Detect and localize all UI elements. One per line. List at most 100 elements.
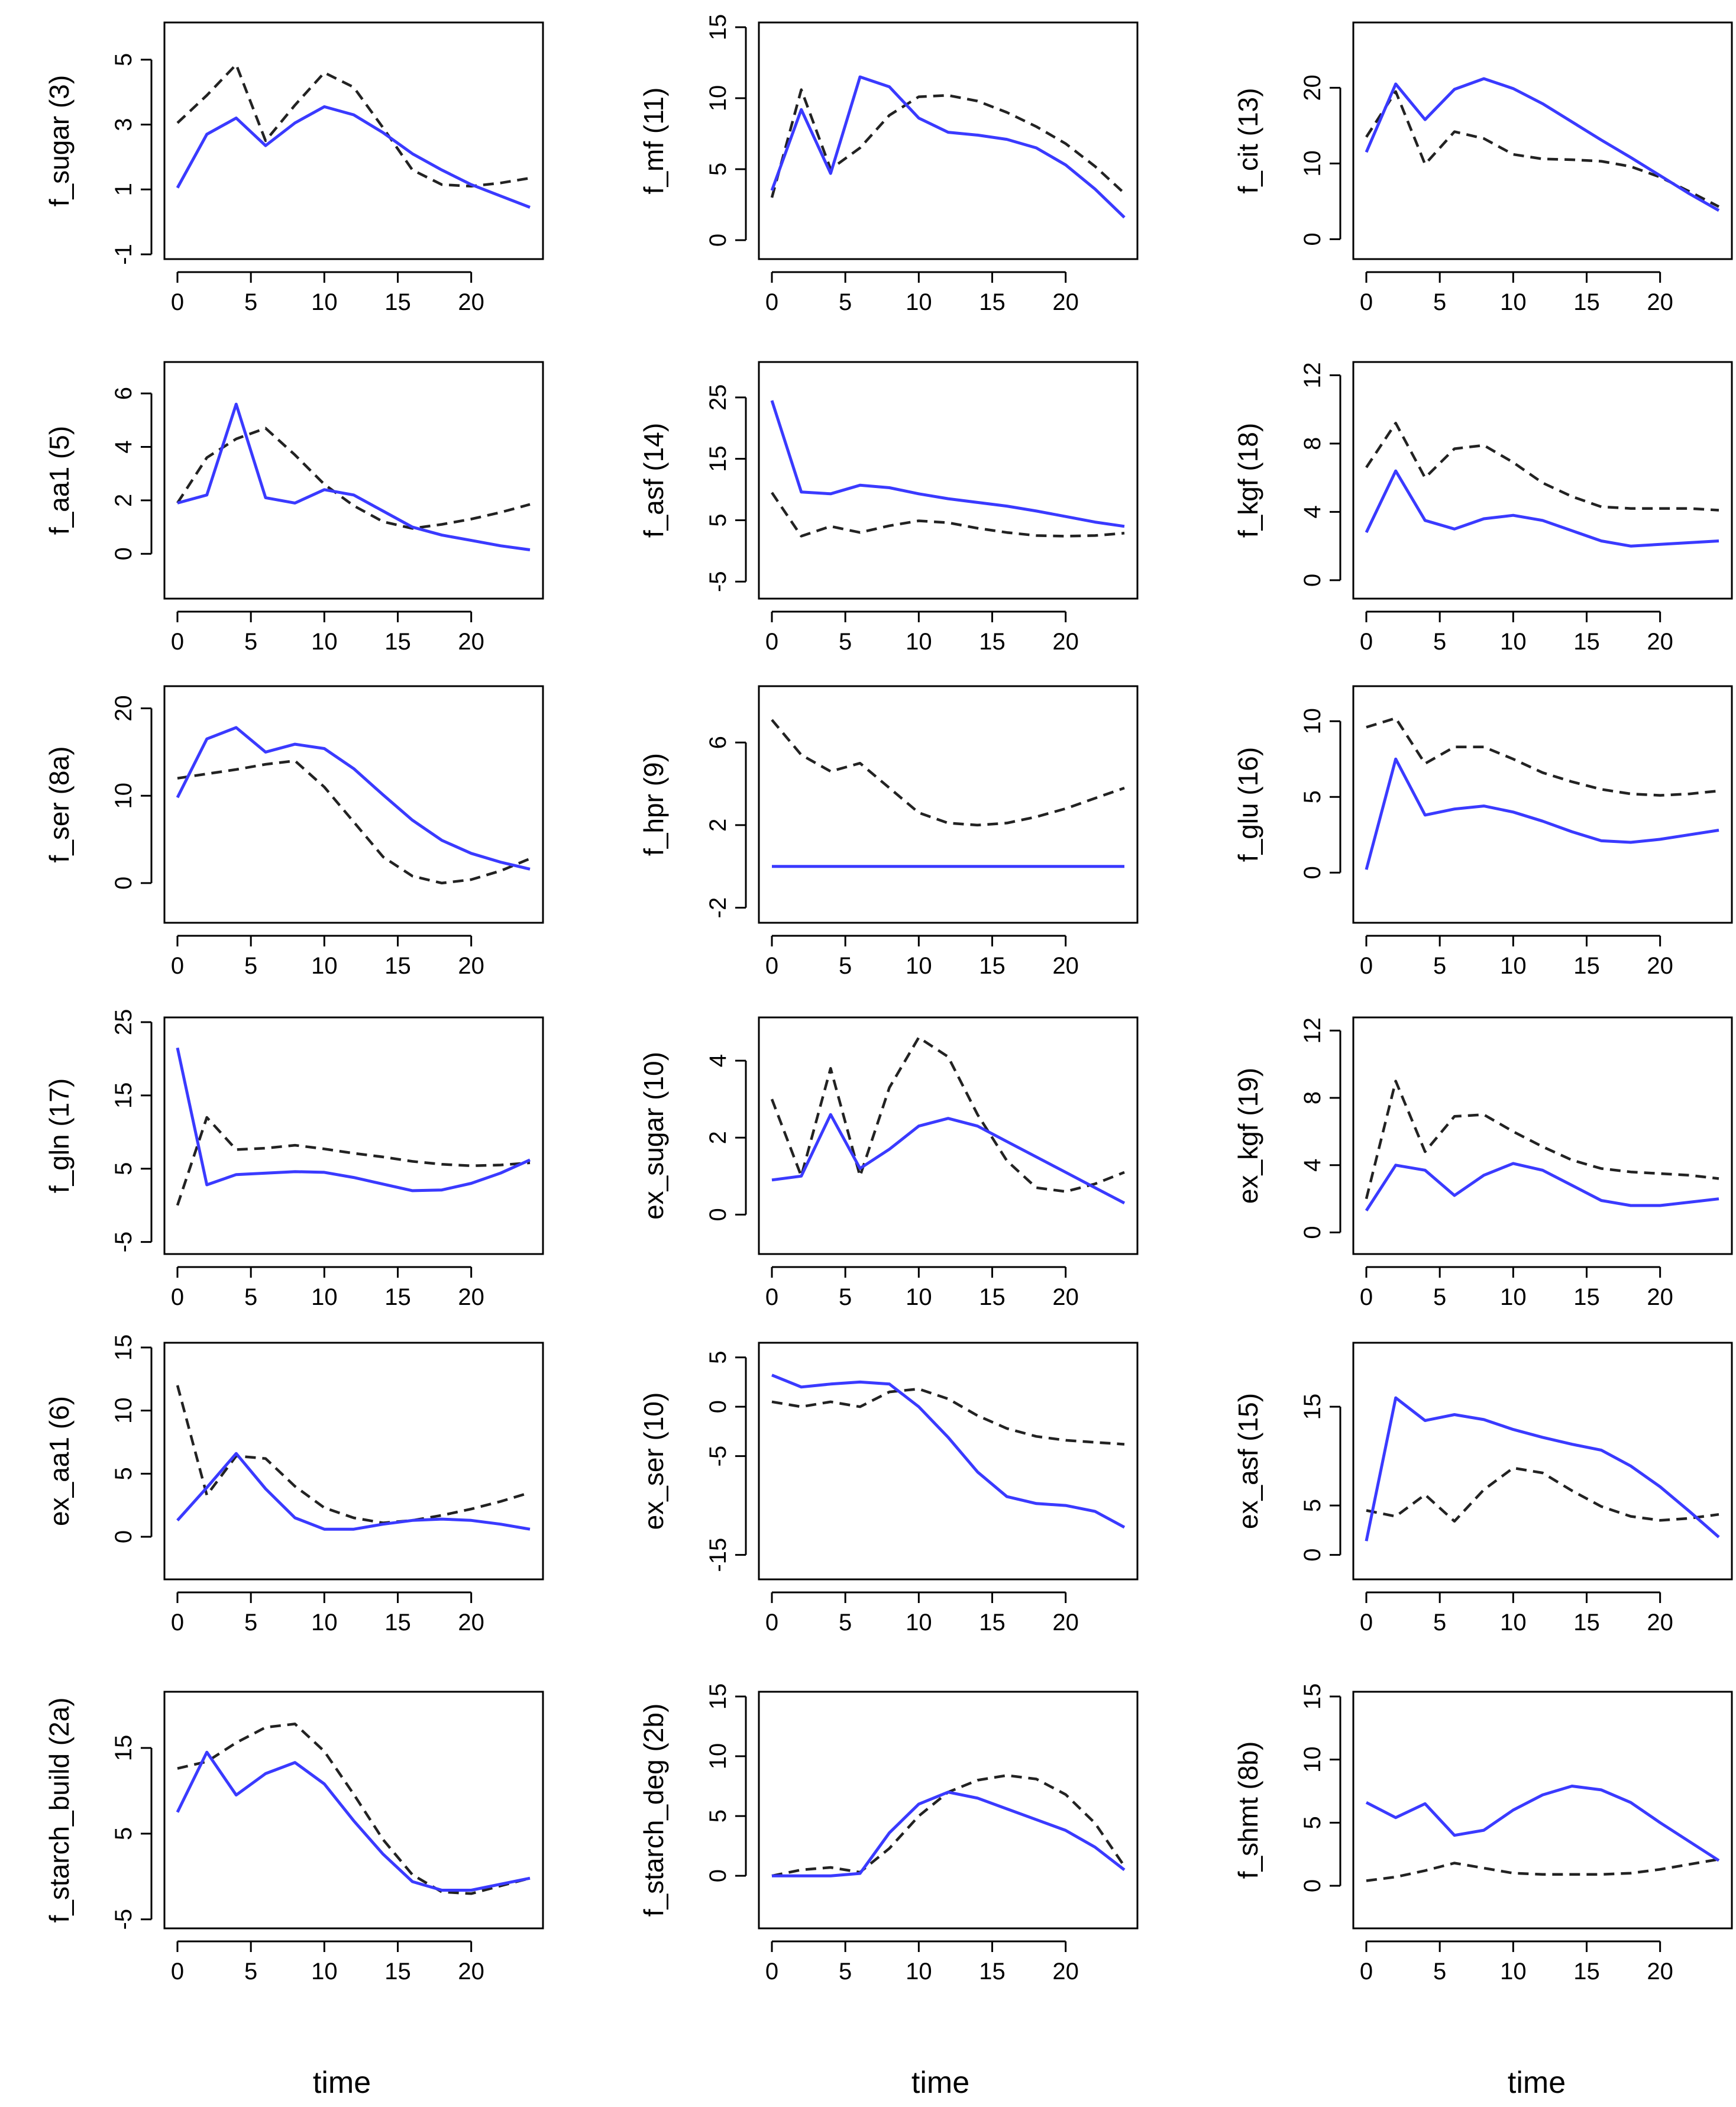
x-tick-label: 15	[1573, 1959, 1600, 1985]
y-axis-label: f_ser (8a)	[44, 747, 75, 863]
dashed-series-line	[176, 63, 531, 188]
y-tick-label: 5	[705, 513, 731, 526]
x-tick-label: 20	[458, 953, 484, 979]
solid-series-line	[176, 1750, 531, 1892]
y-tick-label: 12	[1299, 362, 1326, 389]
y-tick-label: 10	[705, 1743, 731, 1770]
plot-frame	[758, 1342, 1139, 1581]
x-tick-label: 0	[765, 953, 778, 979]
x-axis-label-col2: time	[911, 2066, 969, 2100]
panel-12: 0 5 10 15 20 0 4 8 12 ex_kgf (19)	[1233, 1016, 1733, 1310]
panel-17: 0 5 10 15 20 0 5 10 15 f_starch_deg (2b)	[638, 1683, 1139, 1985]
panel-16: 0 5 10 15 20 -5 5 15 f_starch_build (2a)	[44, 1691, 544, 1985]
plot-frame	[758, 361, 1139, 600]
x-tick-label: 20	[1052, 1610, 1079, 1636]
y-tick-label: 5	[705, 163, 731, 176]
panel-5: 0 5 10 15 20 -5 5 15 25 f_asf (14)	[638, 361, 1139, 655]
y-tick-label: 0	[705, 234, 731, 247]
y-axis-label: f_sugar (3)	[44, 75, 75, 206]
solid-series-line	[770, 400, 1125, 528]
x-tick-label: 10	[906, 953, 932, 979]
y-tick-label: 4	[1299, 1159, 1326, 1172]
dashed-series-line	[1366, 1857, 1719, 1882]
x-tick-label: 5	[839, 289, 852, 315]
x-tick-label: 0	[1360, 1610, 1373, 1636]
plot-frame	[758, 685, 1139, 924]
x-tick-label: 20	[458, 1959, 484, 1985]
y-axis-label: f_glu (16)	[1233, 747, 1263, 862]
panel-13: 0 5 10 15 20 0 5 10 15 ex_aa1 (6)	[44, 1334, 544, 1636]
panel-1: 0 5 10 15 20 -1 1 3 5 f_sugar (3)	[44, 21, 544, 315]
x-tick-label: 20	[1647, 953, 1673, 979]
x-tick-label: 10	[906, 1959, 932, 1985]
y-tick-label: -5	[705, 1446, 731, 1467]
solid-series-line	[176, 726, 531, 871]
y-tick-label: 15	[705, 14, 731, 41]
solid-series-line	[177, 402, 531, 551]
x-tick-label: 5	[839, 1610, 852, 1636]
x-tick-label: 0	[765, 1284, 778, 1310]
solid-series-line	[771, 1113, 1126, 1205]
dashed-series-line	[176, 1385, 531, 1524]
x-tick-label: 0	[171, 1610, 184, 1636]
x-tick-label: 15	[1573, 1610, 1600, 1636]
x-tick-label: 5	[1433, 1284, 1446, 1310]
x-tick-label: 0	[765, 1959, 778, 1985]
x-tick-label: 10	[311, 629, 338, 655]
dashed-series-line	[1365, 422, 1719, 512]
x-tick-label: 10	[906, 1610, 932, 1636]
y-tick-label: 8	[1299, 1091, 1326, 1104]
panel-9: 0 5 10 15 20 0 5 10 f_glu (16)	[1233, 685, 1733, 979]
x-tick-label: 5	[839, 953, 852, 979]
y-tick-label: 0	[111, 877, 137, 890]
x-axis-label-col3: time	[1508, 2066, 1566, 2100]
dashed-series-line	[176, 426, 531, 530]
y-tick-label: 15	[705, 445, 731, 472]
x-tick-label: 0	[1360, 289, 1373, 315]
y-tick-label: 15	[111, 1735, 137, 1762]
solid-series-line	[1365, 1162, 1719, 1211]
x-tick-label: 0	[171, 629, 184, 655]
solid-series-line	[1365, 469, 1719, 548]
y-tick-label: 12	[1299, 1017, 1326, 1044]
panel-4: 0 5 10 15 20 0 2 4 6 f_aa1 (5)	[44, 361, 544, 655]
panel-10: 0 5 10 15 20 -5 5 15 25 f_gln (17)	[44, 1009, 544, 1310]
plot-frame	[1352, 1016, 1733, 1255]
solid-series-line	[771, 1374, 1126, 1529]
solid-series-line	[770, 75, 1126, 219]
plot-frame	[758, 21, 1139, 260]
x-tick-label: 0	[765, 289, 778, 315]
y-tick-label: 25	[111, 1009, 137, 1036]
x-tick-label: 10	[311, 289, 338, 315]
plot-frame	[163, 1691, 544, 1930]
x-tick-label: 15	[979, 1284, 1006, 1310]
y-tick-label: 5	[1299, 1499, 1326, 1512]
x-tick-label: 20	[1052, 1284, 1079, 1310]
x-tick-label: 20	[458, 289, 484, 315]
y-tick-label: 0	[1299, 866, 1326, 879]
y-tick-label: 15	[111, 1334, 137, 1361]
x-tick-label: 20	[1647, 1959, 1673, 1985]
x-tick-label: 10	[1500, 1284, 1527, 1310]
y-tick-label: 6	[705, 736, 731, 749]
x-tick-label: 5	[244, 629, 257, 655]
panel-8: 0 5 10 15 20 -2 2 6 f_hpr (9)	[638, 685, 1139, 979]
x-tick-label: 20	[458, 1610, 484, 1636]
x-tick-label: 20	[458, 629, 484, 655]
x-tick-label: 5	[1433, 1610, 1446, 1636]
x-tick-label: 20	[1052, 289, 1079, 315]
x-tick-label: 10	[311, 1959, 338, 1985]
x-tick-label: 10	[311, 1610, 338, 1636]
x-tick-label: 0	[171, 1959, 184, 1985]
y-tick-label: 15	[705, 1683, 731, 1710]
x-tick-label: 15	[979, 289, 1006, 315]
dashed-series-line	[770, 1036, 1125, 1193]
y-tick-label: 0	[1299, 1879, 1326, 1892]
y-tick-label: 10	[1299, 708, 1326, 735]
y-tick-label: 5	[111, 1827, 137, 1840]
y-axis-label: f_asf (14)	[638, 423, 669, 538]
y-tick-label: 0	[1299, 574, 1326, 587]
y-tick-label: 2	[705, 819, 731, 832]
x-tick-label: 10	[1500, 953, 1527, 979]
x-tick-label: 5	[244, 1959, 257, 1985]
